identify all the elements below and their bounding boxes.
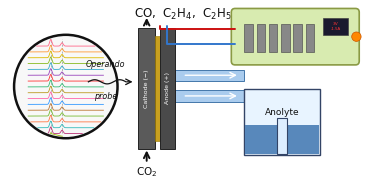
Text: Operando: Operando — [85, 60, 125, 69]
Bar — [245, 89, 320, 155]
Text: 3V: 3V — [333, 22, 339, 26]
Bar — [175, 70, 245, 81]
Bar — [257, 24, 265, 52]
Text: CO$_2$: CO$_2$ — [136, 166, 157, 179]
Text: Anolyte: Anolyte — [265, 108, 299, 117]
Bar — [324, 18, 348, 35]
Circle shape — [14, 35, 118, 138]
Text: CO,  C$_2$H$_4$,  C$_2$H$_5$OH: CO, C$_2$H$_4$, C$_2$H$_5$OH — [134, 7, 249, 22]
Bar — [277, 118, 287, 154]
Circle shape — [352, 32, 361, 41]
Text: Cathode (−): Cathode (−) — [144, 69, 149, 108]
Bar — [306, 24, 314, 52]
Bar — [269, 24, 277, 52]
Bar — [245, 125, 319, 154]
Bar — [281, 24, 290, 52]
Text: -1.5A: -1.5A — [331, 27, 341, 31]
Text: probe: probe — [94, 92, 117, 101]
Bar — [138, 28, 155, 149]
Bar — [175, 90, 245, 102]
Bar — [155, 36, 160, 141]
FancyBboxPatch shape — [231, 8, 359, 65]
Text: Anode (+): Anode (+) — [165, 72, 170, 104]
Bar — [160, 28, 175, 149]
Bar — [293, 24, 302, 52]
Bar — [245, 24, 253, 52]
